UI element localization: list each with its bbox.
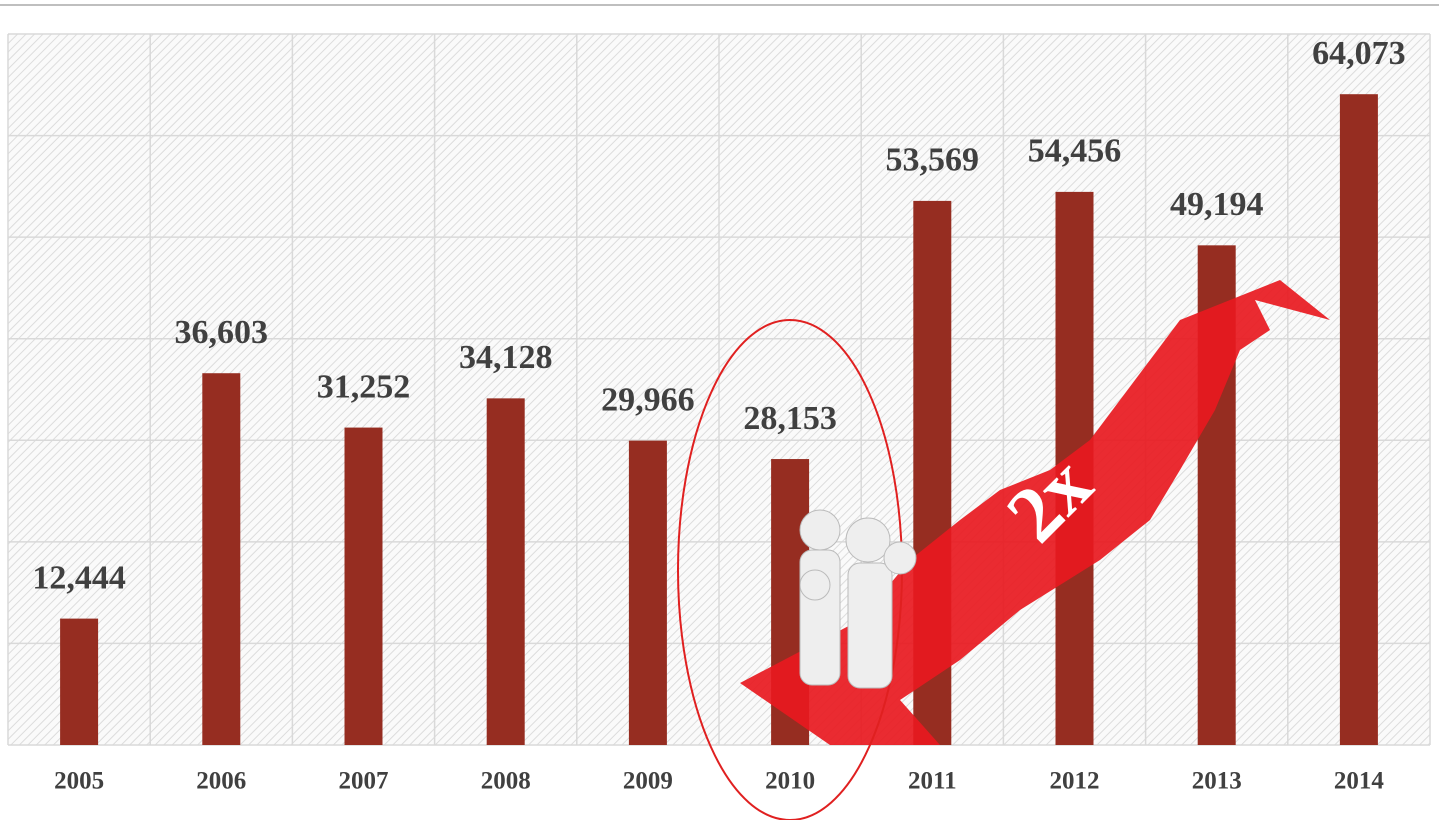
- page: 2005 12,444 2006 36,603 2007 31,252 2008 34,128…: [0, 0, 1439, 820]
- data-label: 53,569: [886, 142, 980, 179]
- x-tick-label: 2010: [765, 768, 815, 795]
- x-tick-label: 2008: [481, 768, 531, 795]
- bar: [487, 398, 525, 745]
- x-tick-label: 2014: [1334, 768, 1385, 795]
- data-label: 31,252: [317, 368, 411, 405]
- data-label: 36,603: [175, 314, 269, 351]
- data-label: 49,194: [1170, 186, 1264, 223]
- data-label: 28,153: [743, 400, 837, 437]
- bar: [345, 428, 383, 745]
- x-tick-label: 2007: [339, 768, 389, 795]
- data-label: 34,128: [459, 339, 553, 376]
- data-label: 54,456: [1028, 133, 1122, 170]
- x-tick-label: 2012: [1050, 768, 1100, 795]
- x-tick-label: 2006: [196, 768, 246, 795]
- x-tick-label: 2005: [54, 768, 104, 795]
- bar: [202, 373, 240, 745]
- bar: [60, 619, 98, 745]
- data-label: 29,966: [601, 381, 695, 418]
- x-tick-label: 2013: [1192, 768, 1242, 795]
- data-label: 64,073: [1312, 35, 1406, 72]
- bar: [629, 441, 667, 745]
- data-label: 12,444: [32, 559, 126, 596]
- x-tick-label: 2009: [623, 768, 673, 795]
- x-tick-label: 2011: [908, 768, 957, 795]
- chart: 2005 12,444 2006 36,603 2007 31,252 2008 34,128…: [0, 0, 1439, 820]
- bar: [1340, 94, 1378, 745]
